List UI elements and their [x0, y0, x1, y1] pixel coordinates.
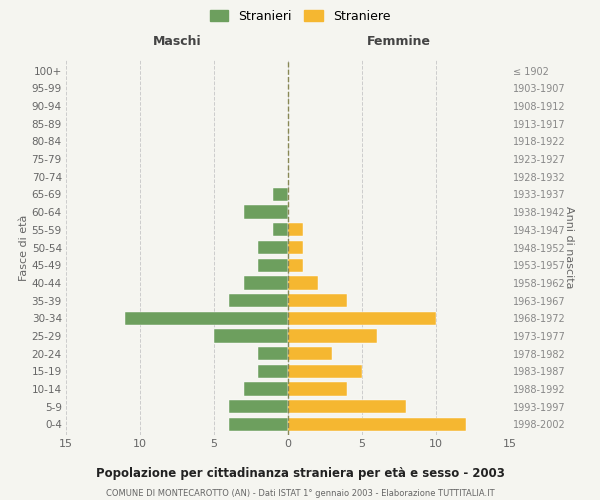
Y-axis label: Anni di nascita: Anni di nascita [564, 206, 574, 289]
Bar [259, 364, 288, 378]
Bar [259, 258, 288, 272]
Bar [259, 347, 288, 360]
Text: COMUNE DI MONTECAROTTO (AN) - Dati ISTAT 1° gennaio 2003 - Elaborazione TUTTITAL: COMUNE DI MONTECAROTTO (AN) - Dati ISTAT… [106, 489, 494, 498]
Bar [288, 241, 303, 254]
Bar [244, 276, 288, 289]
Bar [288, 382, 347, 396]
Bar [288, 258, 303, 272]
Bar [288, 418, 466, 431]
Text: Popolazione per cittadinanza straniera per età e sesso - 2003: Popolazione per cittadinanza straniera p… [95, 468, 505, 480]
Bar [229, 418, 288, 431]
Bar [288, 312, 436, 325]
Bar [288, 400, 406, 413]
Text: Maschi: Maschi [152, 34, 202, 48]
Bar [244, 206, 288, 219]
Legend: Stranieri, Straniere: Stranieri, Straniere [206, 6, 394, 26]
Bar [288, 276, 317, 289]
Text: Femmine: Femmine [367, 34, 431, 48]
Bar [288, 347, 332, 360]
Bar [288, 223, 303, 236]
Y-axis label: Fasce di età: Fasce di età [19, 214, 29, 280]
Bar [259, 241, 288, 254]
Bar [229, 400, 288, 413]
Bar [214, 330, 288, 342]
Bar [288, 330, 377, 342]
Bar [244, 382, 288, 396]
Bar [273, 188, 288, 201]
Bar [273, 223, 288, 236]
Bar [288, 294, 347, 307]
Bar [288, 364, 362, 378]
Bar [229, 294, 288, 307]
Bar [125, 312, 288, 325]
